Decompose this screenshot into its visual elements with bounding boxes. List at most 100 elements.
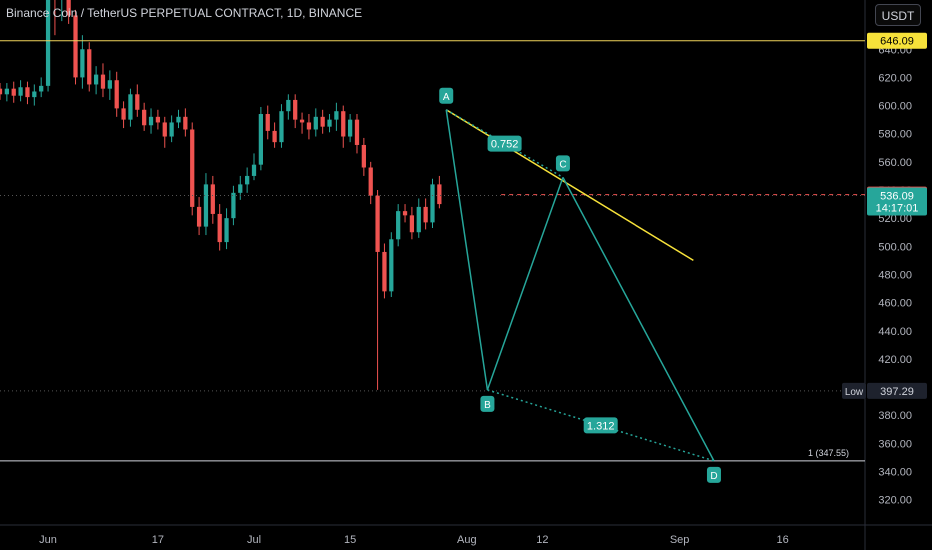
candle-body — [251, 164, 257, 176]
time-tick-label: Sep — [670, 534, 690, 546]
level-price-tag-box — [867, 32, 927, 49]
candle-body — [396, 211, 401, 240]
pattern-point-label-box[interactable] — [555, 155, 570, 172]
level-price-tag: 646.09 — [880, 36, 914, 48]
price-tick-label: 560.00 — [878, 157, 912, 169]
current-price-tag-box — [867, 187, 927, 216]
candle-body — [327, 119, 332, 127]
candle-body — [18, 87, 23, 96]
ratio-label-box — [583, 417, 618, 434]
pattern-leg[interactable] — [562, 176, 715, 462]
axis-settings-button[interactable] — [871, 526, 927, 548]
countdown-timer: 14:17:01 — [876, 203, 919, 215]
price-tick-label: 360.00 — [878, 438, 912, 450]
current-price-tag: 536.09 — [880, 191, 914, 203]
candle-body — [402, 211, 408, 216]
candle-body — [217, 213, 222, 243]
candle-body — [231, 192, 236, 219]
low-price-tag-box — [867, 382, 927, 399]
candle-body — [299, 119, 305, 123]
price-tick-label: 320.00 — [878, 495, 912, 507]
candle-body — [347, 119, 353, 137]
time-axis[interactable]: Jun 17 Jul 15 Aug 12 Sep 16 — [39, 534, 789, 546]
pattern-leg[interactable] — [445, 109, 489, 390]
candle-body — [142, 109, 147, 126]
ratio-label: 0.752 — [491, 139, 519, 151]
pattern-point-label: C — [559, 159, 566, 170]
candle-body — [45, 0, 51, 86]
price-tick-label: 380.00 — [878, 410, 912, 422]
candle-body — [0, 88, 3, 95]
price-tick-label: 480.00 — [878, 269, 912, 281]
pattern-level-label: 1 (347.55) — [808, 448, 849, 458]
candle-body — [293, 99, 298, 120]
candle-body — [210, 184, 215, 214]
candle-body — [286, 99, 291, 112]
time-tick-label: 16 — [776, 534, 788, 546]
candle-body — [162, 122, 167, 137]
candle-body — [169, 122, 174, 137]
pattern-point-label-box[interactable] — [439, 87, 454, 104]
candle-body — [155, 116, 161, 123]
pattern-leg[interactable] — [486, 177, 564, 391]
candle-body — [135, 94, 140, 110]
candle-body — [121, 108, 126, 120]
pattern-point-label-box[interactable] — [706, 466, 721, 483]
candle-body — [183, 116, 188, 130]
candle-body — [320, 116, 325, 127]
candle-body — [39, 85, 44, 92]
candle-body — [258, 114, 264, 165]
candle-body — [265, 114, 270, 131]
candle-body — [354, 119, 360, 145]
price-tick-label: 620.00 — [878, 72, 912, 84]
price-tick-label: 600.00 — [878, 101, 912, 113]
candle-body — [334, 111, 339, 120]
time-tick-label: Aug — [457, 534, 477, 546]
low-price-tag: 397.29 — [880, 386, 914, 398]
candle-body — [73, 15, 78, 78]
candle-body — [148, 116, 154, 126]
price-tick-label: 440.00 — [878, 326, 912, 338]
candle-body — [382, 251, 387, 292]
candle-body — [32, 91, 37, 98]
candles-layer — [0, 0, 442, 390]
candle-body — [190, 129, 195, 207]
candle-body — [361, 144, 366, 168]
price-tick-label: 500.00 — [878, 241, 912, 253]
candle-body — [128, 94, 133, 120]
candle-body — [430, 184, 435, 223]
price-tick-label: 520.00 — [878, 213, 912, 225]
currency-button[interactable]: USDT — [875, 4, 921, 26]
pattern-point-label-box[interactable] — [480, 395, 495, 412]
candle-body — [93, 74, 99, 85]
candle-body — [203, 184, 209, 227]
low-label-box — [842, 382, 866, 399]
candle-body — [389, 239, 394, 292]
candle-body — [238, 184, 243, 193]
time-tick-label: 12 — [536, 534, 548, 546]
candle-body — [341, 111, 346, 137]
candle-body — [196, 206, 202, 227]
trendline[interactable] — [445, 109, 694, 262]
ratio-label: 1.312 — [587, 420, 615, 432]
candle-body — [4, 88, 9, 95]
low-label: Low — [845, 387, 864, 398]
candle-body — [409, 215, 415, 233]
candle-body — [176, 116, 181, 123]
candle-body — [245, 175, 250, 185]
pattern-point-label: D — [710, 471, 717, 482]
candle-body — [224, 218, 229, 243]
candle-body — [279, 111, 284, 143]
candle-body — [107, 80, 112, 89]
candle-body — [416, 206, 421, 233]
price-tick-label: 580.00 — [878, 129, 912, 141]
time-tick-label: 17 — [152, 534, 164, 546]
candle-body — [306, 122, 312, 130]
candle-body — [313, 116, 318, 130]
candle-body — [87, 49, 92, 85]
drawings-layer[interactable]: 1 (347.55) 0.752 1.312 A B C D — [0, 40, 865, 483]
candle-body — [11, 88, 16, 96]
price-axis[interactable]: 660.00640.00620.00600.00580.00560.00540.… — [878, 16, 912, 507]
